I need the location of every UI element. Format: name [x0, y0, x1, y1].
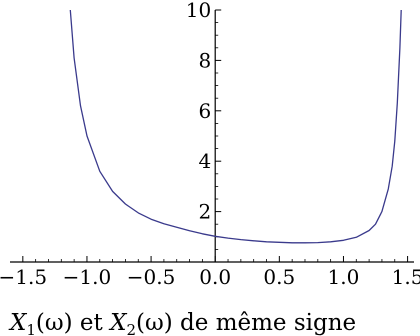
x-tick-label: −1.5 — [0, 265, 47, 289]
x-tick-label: −1.0 — [63, 265, 112, 289]
y-tick-label: 8 — [198, 48, 211, 72]
x-tick-label: 1.5 — [392, 265, 420, 289]
chart-caption: X1(ω) et X2(ω) de même signe — [8, 310, 356, 336]
x-tick-label: 1.0 — [328, 265, 360, 289]
series-line — [69, 9, 402, 244]
x-tick-label: −0.5 — [127, 265, 176, 289]
plot-area: −1.5 −1.0 −0.5 0.0 0.5 1.0 1.5 2 4 6 8 10 — [0, 0, 420, 289]
y-tick-label: 6 — [198, 99, 211, 123]
y-tick-label: 10 — [186, 0, 211, 22]
y-tick-label: 4 — [198, 149, 211, 173]
x-tick-label: 0.5 — [263, 265, 295, 289]
x-tick-label: 0.0 — [199, 265, 231, 289]
y-tick-label: 2 — [198, 200, 211, 224]
